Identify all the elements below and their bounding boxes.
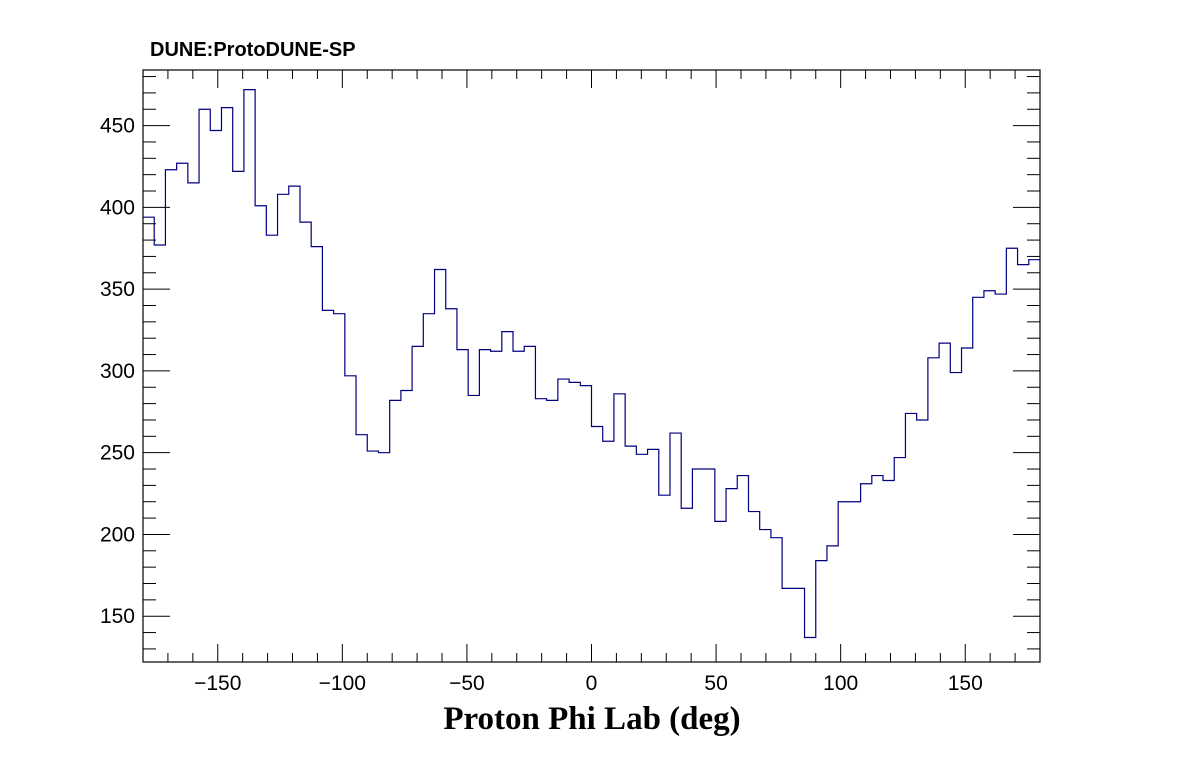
plot-frame [142,69,1041,663]
y-tick-label: 250 [100,442,135,465]
y-tick-label: 400 [100,196,135,219]
x-tick-label: −100 [319,672,366,695]
y-axis-tick-labels: 150 200 250 300 350 400 450 [100,115,135,629]
y-tick-label: 450 [100,115,135,138]
x-tick-label: 150 [948,672,983,695]
y-tick-label: 350 [100,278,135,301]
x-tick-label: 50 [704,672,727,695]
chart-title: DUNE:ProtoDUNE-SP [150,39,356,61]
x-tick-label: −150 [194,672,241,695]
y-tick-label: 300 [100,360,135,383]
y-axis-ticks [143,76,1040,650]
y-tick-label: 200 [100,523,135,546]
x-axis-title: Proton Phi Lab (deg) [443,701,740,737]
histogram-series-line [143,89,1040,639]
x-tick-label: 0 [586,672,598,695]
x-axis-ticks [142,70,1041,662]
y-tick-label: 150 [100,605,135,628]
x-tick-label: 100 [823,672,858,695]
x-tick-label: −50 [449,672,485,695]
x-axis-tick-labels: −150 −100 −50 0 50 100 150 [194,672,983,695]
